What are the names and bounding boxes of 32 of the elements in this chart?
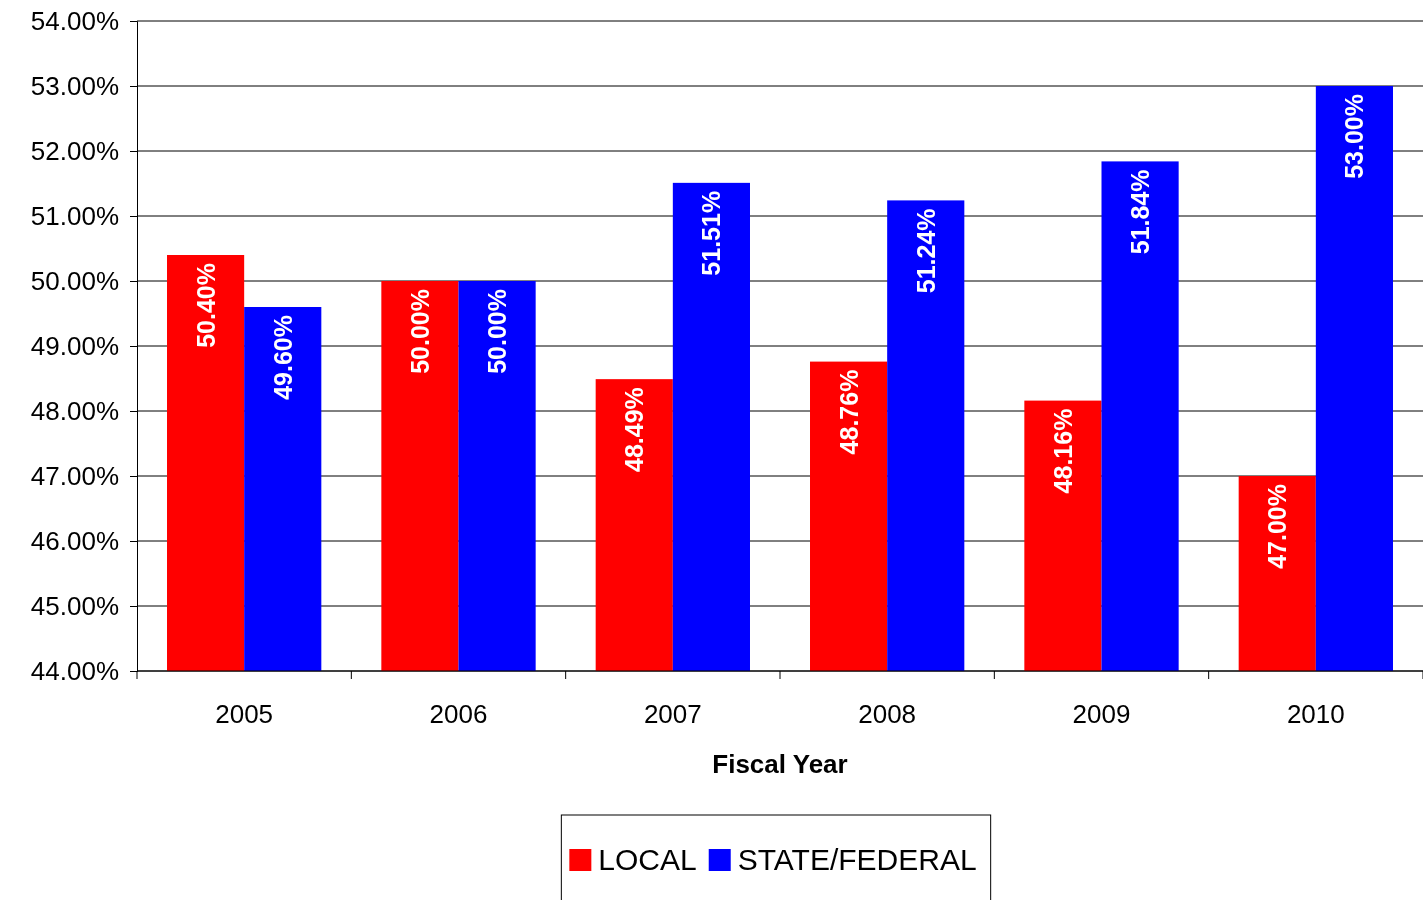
x-tick-label: 2006 bbox=[429, 699, 488, 729]
legend-label: STATE/FEDERAL bbox=[737, 843, 977, 876]
x-tick-label: 2005 bbox=[215, 699, 274, 729]
data-label: 51.51% bbox=[697, 190, 726, 276]
y-tick-label: 53.00% bbox=[30, 70, 119, 101]
x-axis-title: Fiscal Year bbox=[712, 749, 848, 779]
data-label: 53.00% bbox=[1340, 94, 1369, 179]
data-label: 49.60% bbox=[268, 315, 297, 400]
y-tick-label: 48.00% bbox=[30, 395, 119, 426]
y-tick-label: 52.00% bbox=[30, 135, 119, 166]
data-label: 48.49% bbox=[620, 387, 649, 472]
x-tick-label: 2009 bbox=[1072, 699, 1131, 729]
data-label: 50.40% bbox=[191, 263, 220, 348]
y-tick-label: 47.00% bbox=[30, 460, 119, 491]
data-label: 50.00% bbox=[483, 289, 512, 374]
x-tick-label: 2007 bbox=[643, 699, 702, 729]
y-tick-label: 49.00% bbox=[30, 330, 119, 361]
legend-label: LOCAL bbox=[598, 843, 697, 876]
data-label: 51.84% bbox=[1126, 169, 1155, 255]
data-label: 50.00% bbox=[405, 289, 434, 374]
y-tick-label: 51.00% bbox=[30, 200, 119, 231]
y-tick-label: 44.00% bbox=[30, 655, 119, 686]
data-label: 48.16% bbox=[1048, 408, 1077, 494]
y-tick-label: 54.00% bbox=[30, 5, 119, 36]
y-tick-label: 45.00% bbox=[30, 590, 119, 621]
y-tick-label: 50.00% bbox=[30, 265, 119, 296]
x-tick-label: 2008 bbox=[858, 699, 917, 729]
y-tick-label: 46.00% bbox=[30, 525, 119, 556]
x-tick-label: 2010 bbox=[1286, 699, 1345, 729]
data-label: 48.76% bbox=[834, 369, 863, 455]
data-label: 51.24% bbox=[911, 208, 940, 294]
data-label: 47.00% bbox=[1263, 484, 1292, 569]
